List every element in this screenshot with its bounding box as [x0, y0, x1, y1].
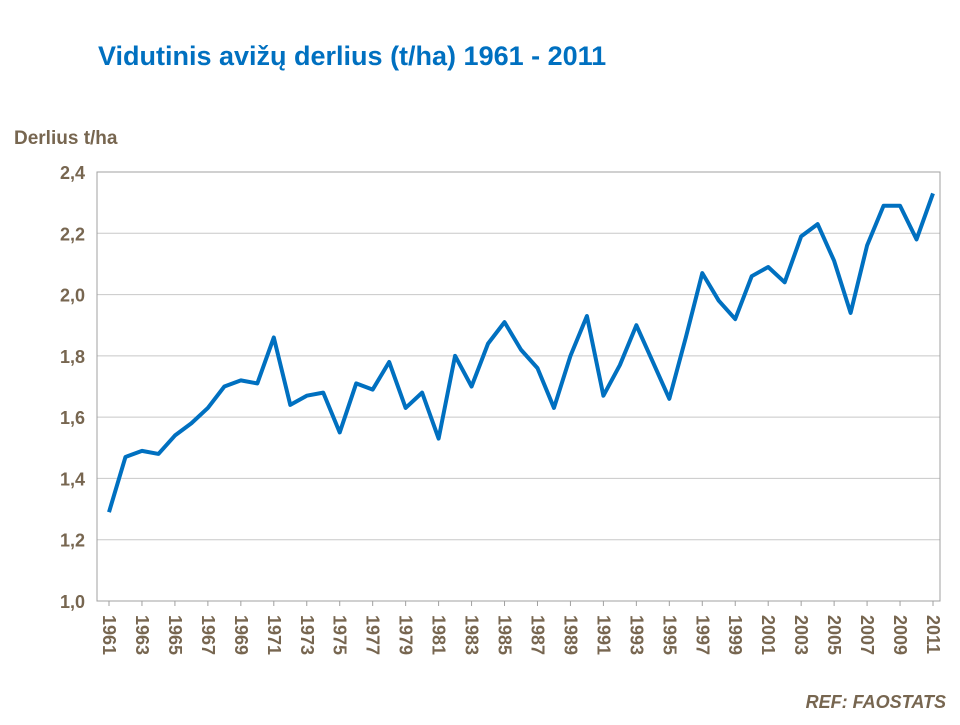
y-axis-label: Derlius t/ha	[14, 128, 118, 149]
x-tick-label: 1985	[495, 615, 515, 655]
y-tick-label: 1,0	[60, 592, 85, 612]
y-tick-label: 2,2	[60, 224, 85, 244]
y-tick-label: 1,2	[60, 531, 85, 551]
x-tick-label: 1967	[198, 615, 218, 655]
x-tick-label: 1961	[99, 615, 119, 655]
plot-border	[96, 171, 941, 602]
x-tick-label: 1979	[396, 615, 416, 655]
y-tick-label: 2,4	[60, 163, 85, 183]
x-tick-label: 1983	[462, 615, 482, 655]
data-line	[107, 192, 935, 513]
x-tick-label: 1981	[429, 615, 449, 655]
x-tick-label: 1971	[264, 615, 284, 655]
x-tick-label: 1969	[231, 615, 251, 655]
x-tick-label: 1993	[626, 615, 646, 655]
y-tick-label: 1,8	[60, 347, 85, 367]
x-tick-label: 1977	[363, 615, 383, 655]
x-tick-label: 1973	[297, 615, 317, 655]
chart-title: Vidutinis avižų derlius (t/ha) 1961 - 20…	[98, 41, 606, 71]
x-tick-label: 2009	[890, 615, 910, 655]
x-tick-label: 2007	[857, 615, 877, 655]
y-tick-label: 1,6	[60, 408, 85, 428]
x-tick-label: 1963	[132, 615, 152, 655]
x-tick-label: 2011	[923, 615, 943, 654]
y-tick-label: 2,0	[60, 286, 85, 306]
x-tick-label: 1995	[659, 615, 679, 655]
x-tick-label: 1987	[527, 615, 547, 655]
y-tick-label: 1,4	[60, 469, 85, 489]
x-tick-label: 1965	[165, 615, 185, 655]
x-tick-label: 1975	[330, 615, 350, 655]
x-tick-label: 2003	[791, 615, 811, 655]
x-tick-label: 2001	[758, 615, 778, 655]
annotation: REF: FAOSTATS	[806, 692, 946, 712]
x-tick-label: 1991	[593, 615, 613, 655]
x-tick-label: 1989	[560, 615, 580, 655]
x-tick-label: 2005	[824, 615, 844, 655]
x-tick-label: 1999	[725, 615, 745, 655]
x-tick-label: 1997	[692, 615, 712, 655]
